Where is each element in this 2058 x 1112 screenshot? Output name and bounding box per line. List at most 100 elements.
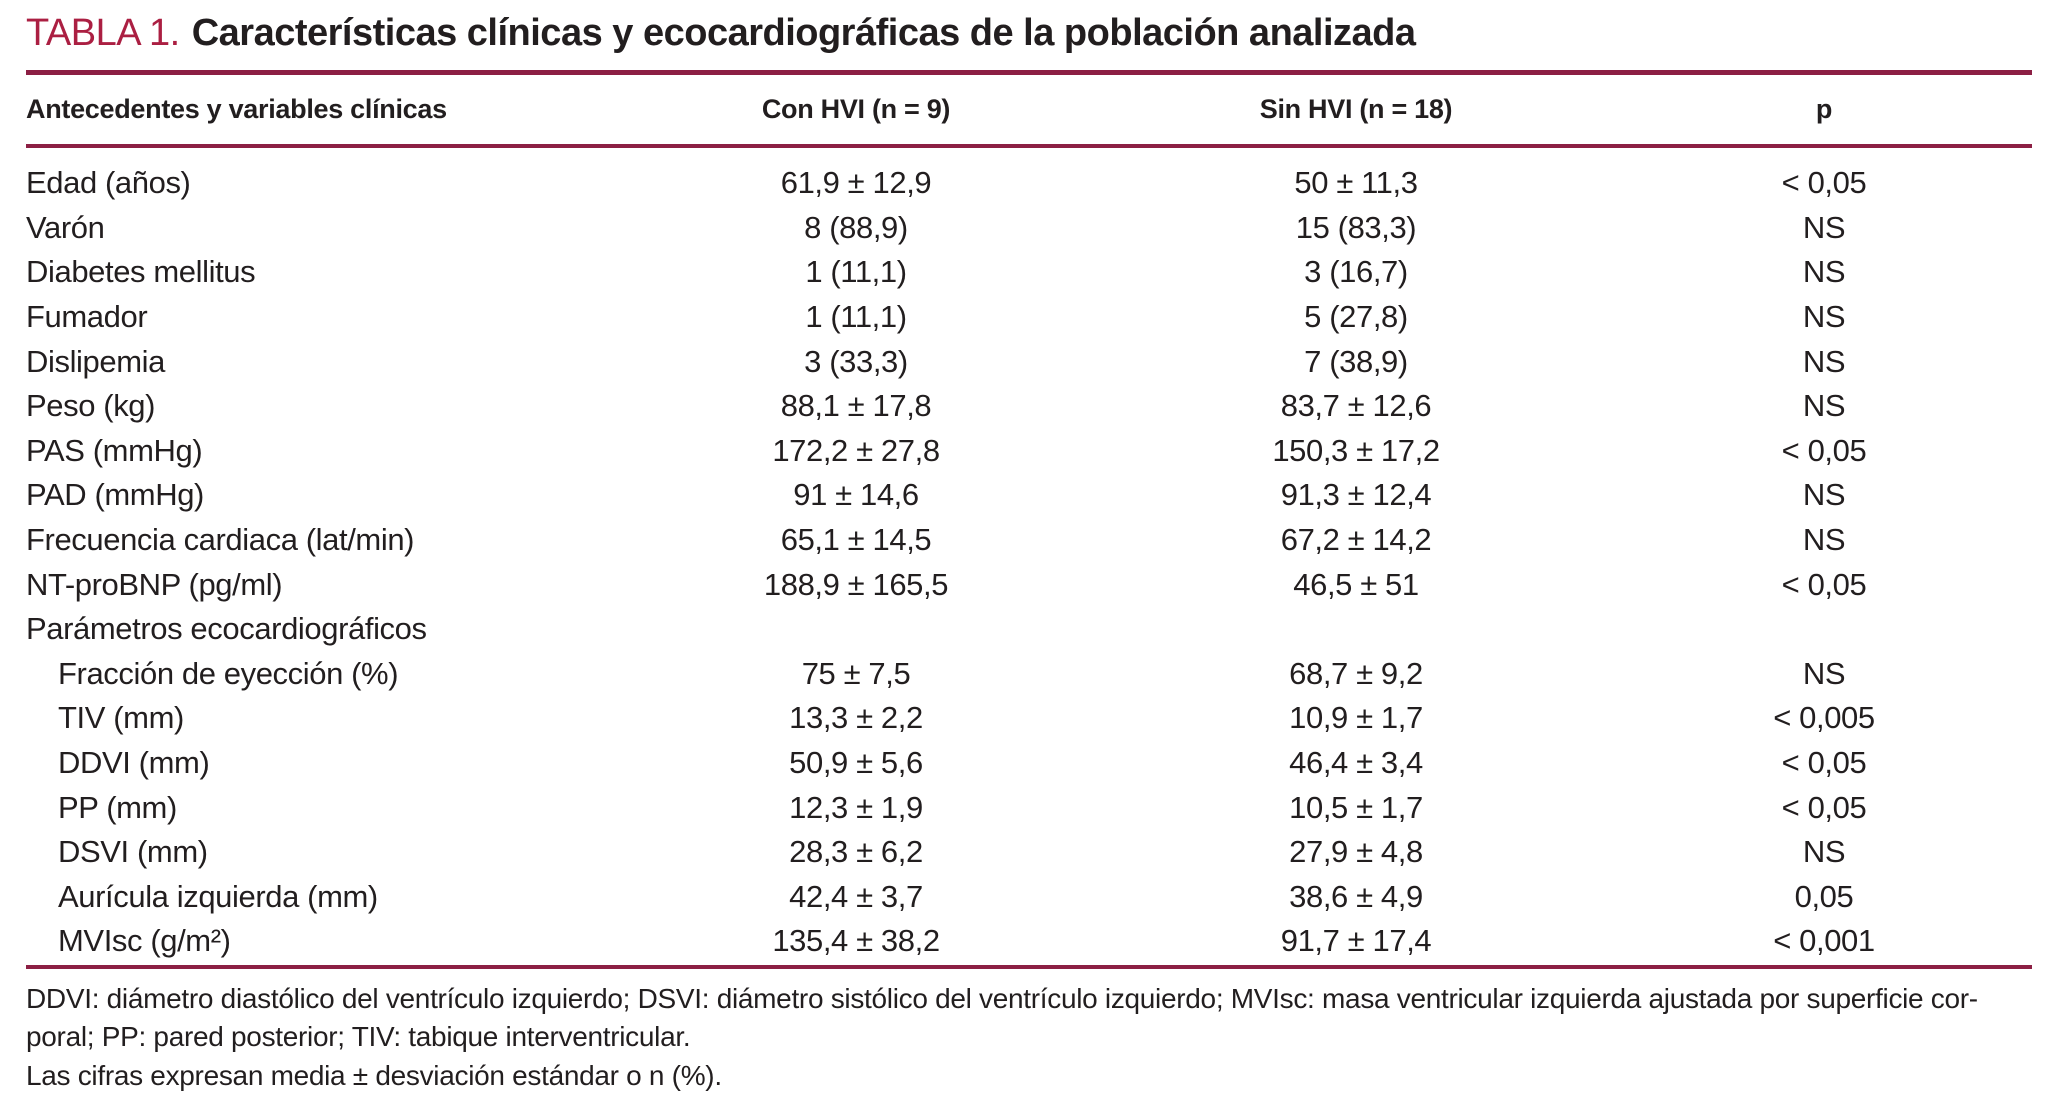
- table-number-label: TABLA 1.: [26, 12, 180, 54]
- row-label-cell: Parámetros ecocardiográficos: [26, 611, 427, 647]
- value-cell-p: NS: [1802, 522, 1846, 558]
- value-cell-sin-hvi: 38,6 ± 4,9: [1289, 878, 1423, 914]
- value-cell-con-hvi: 28,3 ± 6,2: [789, 834, 923, 870]
- value-cell-con-hvi: 172,2 ± 27,8: [772, 432, 940, 468]
- table-row: Fracción de eyección (%) 75 ± 7,5 68,7 ± 9…: [26, 652, 2032, 697]
- value-cell-sin-hvi: 83,7 ± 12,6: [1280, 388, 1432, 424]
- row-label-cell: NT-proBNP (pg/ml): [26, 566, 283, 602]
- value-cell-sin-hvi: 91,7 ± 17,4: [1280, 923, 1432, 959]
- row-label-cell: DDVI (mm): [58, 745, 210, 781]
- value-cell-sin-hvi: 67,2 ± 14,2: [1280, 522, 1432, 558]
- column-header-con-hvi: Con HVI (n = 9): [761, 94, 951, 124]
- value-cell-con-hvi: 12,3 ± 1,9: [789, 789, 923, 825]
- table-row: DSVI (mm) 28,3 ± 6,2 27,9 ± 4,8 NS: [26, 830, 2032, 875]
- value-cell-p: < 0,05: [1781, 165, 1867, 201]
- row-label-cell: MVIsc (g/m²): [58, 923, 231, 959]
- value-cell-p: < 0,05: [1781, 432, 1867, 468]
- table-title: TABLA 1. Características clínicas y ecoc…: [26, 0, 2032, 70]
- value-cell-sin-hvi: 10,9 ± 1,7: [1289, 700, 1423, 736]
- value-cell-con-hvi: 8 (88,9): [804, 209, 908, 245]
- value-cell-con-hvi: 50,9 ± 5,6: [789, 745, 923, 781]
- value-cell-sin-hvi: 15 (83,3): [1295, 209, 1417, 245]
- value-cell-p: NS: [1802, 343, 1846, 379]
- value-cell-con-hvi: 3 (33,3): [804, 343, 908, 379]
- value-cell-sin-hvi: 68,7 ± 9,2: [1289, 655, 1423, 691]
- value-cell-con-hvi: 75 ± 7,5: [801, 655, 911, 691]
- value-cell-con-hvi: 65,1 ± 14,5: [780, 522, 932, 558]
- table-row: Aurícula izquierda (mm) 42,4 ± 3,7 38,6 ± …: [26, 875, 2032, 920]
- value-cell-sin-hvi: 5 (27,8): [1304, 299, 1408, 335]
- value-cell-con-hvi: 91 ± 14,6: [793, 477, 919, 513]
- table-row: Frecuencia cardiaca (lat/min) 65,1 ± 14,5…: [26, 518, 2032, 563]
- row-label-cell: Varón: [26, 209, 105, 245]
- value-cell-con-hvi: 88,1 ± 17,8: [780, 388, 932, 424]
- value-cell-p: NS: [1802, 388, 1846, 424]
- table-row: DDVI (mm) 50,9 ± 5,6 46,4 ± 3,4 < 0,05: [26, 741, 2032, 786]
- table-row: Dislipemia 3 (33,3) 7 (38,9) NS: [26, 339, 2032, 384]
- value-cell-sin-hvi: 46,4 ± 3,4: [1289, 745, 1423, 781]
- table-header-row: Antecedentes y variables clínicas Con HV…: [26, 75, 2032, 144]
- value-cell-sin-hvi: 10,5 ± 1,7: [1289, 789, 1423, 825]
- value-cell-p: < 0,05: [1781, 745, 1867, 781]
- value-cell-sin-hvi: 27,9 ± 4,8: [1289, 834, 1423, 870]
- row-label-cell: Frecuencia cardiaca (lat/min): [26, 522, 415, 558]
- table-row: Parámetros ecocardiográficos: [26, 607, 2032, 652]
- value-cell-sin-hvi: 91,3 ± 12,4: [1280, 477, 1432, 513]
- table-row: Varón 8 (88,9) 15 (83,3) NS: [26, 206, 2032, 251]
- value-cell-p: NS: [1802, 299, 1846, 335]
- value-cell-sin-hvi: 3 (16,7): [1304, 254, 1408, 290]
- table-row: Diabetes mellitus 1 (11,1) 3 (16,7) NS: [26, 250, 2032, 295]
- row-label-cell: Fracción de eyección (%): [58, 655, 399, 691]
- value-cell-sin-hvi: 46,5 ± 51: [1293, 566, 1419, 602]
- row-label-cell: Aurícula izquierda (mm): [58, 878, 378, 914]
- table-row: Fumador 1 (11,1) 5 (27,8) NS: [26, 295, 2032, 340]
- value-cell-con-hvi: 135,4 ± 38,2: [772, 923, 940, 959]
- row-label-cell: PAS (mmHg): [26, 432, 203, 468]
- value-cell-con-hvi: 13,3 ± 2,2: [789, 700, 923, 736]
- value-cell-p: NS: [1802, 655, 1846, 691]
- value-cell-p: NS: [1802, 254, 1846, 290]
- row-label-cell: DSVI (mm): [58, 834, 208, 870]
- divider-rule-top: [26, 70, 2032, 75]
- table-body: Edad (años) 61,9 ± 12,9 50 ± 11,3 < 0,05 Var…: [26, 148, 2032, 965]
- column-header-variables: Antecedentes y variables clínicas: [26, 94, 447, 124]
- row-label-cell: Peso (kg): [26, 388, 156, 424]
- table-title-text: Características clínicas y ecocardiográf…: [191, 12, 1416, 54]
- value-cell-sin-hvi: 7 (38,9): [1304, 343, 1408, 379]
- row-label-cell: Fumador: [26, 299, 148, 335]
- value-cell-p: NS: [1802, 477, 1846, 513]
- table-row: PAS (mmHg) 172,2 ± 27,8 150,3 ± 17,2 < 0,05: [26, 429, 2032, 474]
- table-row: TIV (mm) 13,3 ± 2,2 10,9 ± 1,7 < 0,005: [26, 696, 2032, 741]
- value-cell-con-hvi: 188,9 ± 165,5: [763, 566, 949, 602]
- row-label-cell: Dislipemia: [26, 343, 165, 379]
- value-cell-p: < 0,05: [1781, 789, 1867, 825]
- value-cell-p: < 0,005: [1773, 700, 1875, 736]
- row-label-cell: PAD (mmHg): [26, 477, 204, 513]
- table-row: Edad (años) 61,9 ± 12,9 50 ± 11,3 < 0,05: [26, 161, 2032, 206]
- table-row: PP (mm) 12,3 ± 1,9 10,5 ± 1,7 < 0,05: [26, 785, 2032, 830]
- column-header-p: p: [1815, 94, 1833, 124]
- row-label-cell: PP (mm): [58, 789, 177, 825]
- table-footnotes: DDVI: diámetro diastólico del ventrículo…: [26, 969, 2032, 1096]
- value-cell-con-hvi: 42,4 ± 3,7: [789, 878, 923, 914]
- divider-rule-bottom: [26, 964, 2032, 969]
- table-row: Peso (kg) 88,1 ± 17,8 83,7 ± 12,6 NS: [26, 384, 2032, 429]
- footnote-line: poral; PP: pared posterior; TIV: tabique…: [26, 1021, 691, 1053]
- row-label-cell: TIV (mm): [58, 700, 184, 736]
- row-label-cell: Diabetes mellitus: [26, 254, 256, 290]
- value-cell-p: < 0,05: [1781, 566, 1867, 602]
- value-cell-con-hvi: 1 (11,1): [805, 254, 907, 290]
- value-cell-con-hvi: 1 (11,1): [805, 299, 907, 335]
- footnote-line: Las cifras expresan media ± desviación e…: [26, 1059, 722, 1091]
- value-cell-p: < 0,001: [1773, 923, 1875, 959]
- value-cell-sin-hvi: 150,3 ± 17,2: [1272, 432, 1440, 468]
- table-row: MVIsc (g/m²) 135,4 ± 38,2 91,7 ± 17,4 < 0,0…: [26, 919, 2032, 964]
- divider-rule-header: [26, 144, 2032, 148]
- table-row: NT-proBNP (pg/ml) 188,9 ± 165,5 46,5 ± 51 <…: [26, 562, 2032, 607]
- value-cell-p: 0,05: [1794, 878, 1854, 914]
- value-cell-sin-hvi: 50 ± 11,3: [1294, 165, 1418, 201]
- table-row: PAD (mmHg) 91 ± 14,6 91,3 ± 12,4 NS: [26, 473, 2032, 518]
- row-label-cell: Edad (años): [26, 165, 191, 201]
- value-cell-con-hvi: 61,9 ± 12,9: [780, 165, 932, 201]
